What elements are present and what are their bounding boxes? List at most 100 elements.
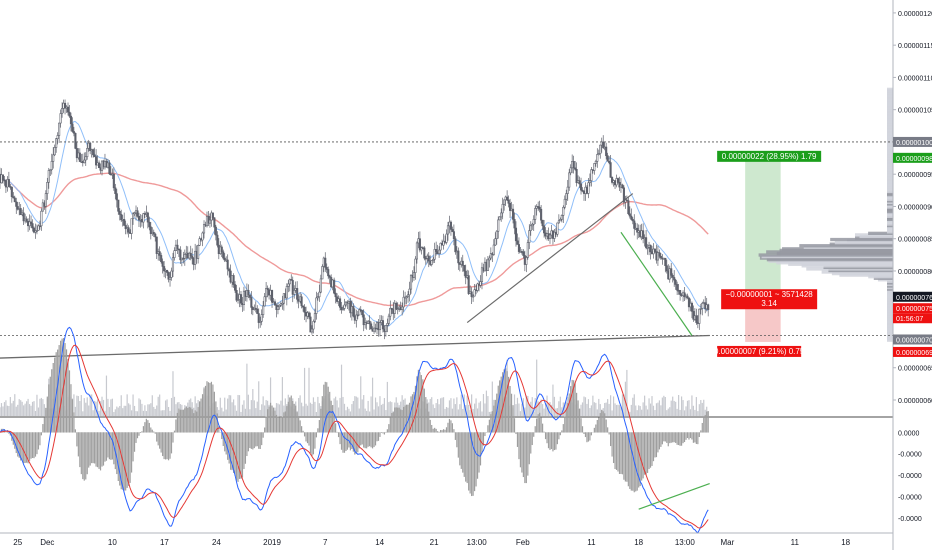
macd-histogram-bar [367,432,369,447]
candle-down [670,268,673,276]
candle-up [479,281,482,286]
candle-down [665,265,668,272]
macd-histogram-bar [516,432,519,447]
macd-histogram-bar [138,432,140,436]
volume-bar [107,398,109,416]
volume-bar [623,394,625,416]
macd-histogram-bar [200,398,202,433]
candle-down [117,199,120,212]
macd-histogram-bar [76,432,78,447]
candle-down [630,215,633,220]
candle-up [528,230,531,243]
candle-down [108,162,111,175]
volume-bar [305,403,307,416]
volume-bar [490,411,492,416]
volume-bar [590,405,592,416]
measure-labels: 0.00000022 (28.95%) 1.79 −0.00000001 ~ 35… [714,150,822,357]
volume-bar [649,403,652,416]
price-axis[interactable]: 0.00000120 0.00000115 0.00000110 0.00000105… [893,11,932,405]
volume-bar [376,402,378,416]
macd-histogram-bar [268,406,270,433]
volume-bar [672,396,674,416]
candle-down [540,208,543,221]
candle-up [278,304,281,307]
macd-histogram-bar [583,432,585,435]
candle-down [148,221,151,228]
macd-histogram-bar [695,432,697,444]
candle-down [114,187,117,194]
volume-bar [0,407,1,416]
candle-down [98,162,101,169]
macd-histogram-bar [354,432,356,455]
time-tick-label: 11 [791,538,800,547]
macd-histogram-bar [107,432,109,458]
macd-histogram-bar [524,432,526,484]
volume-bar [196,403,198,416]
macd-axis[interactable]: 0.0000 -0.0000 -0.0000 -0.0000 -0.0000 [898,430,922,523]
macd-histogram-bar [432,428,434,433]
volume-bar [533,411,535,416]
candle-up [476,283,479,291]
volume-bar [667,408,669,416]
stop-zone [745,303,781,342]
volume-bar [42,399,44,416]
volume-bar [175,404,177,416]
macd-histogram-bar [52,362,54,433]
candle-up [559,219,562,222]
macd-histogram-bar [252,432,254,450]
level-top-label-box [893,136,932,147]
volume-bar [534,398,536,416]
volume-bar [432,404,434,416]
candle-down [213,217,216,228]
candle-up [556,222,559,235]
macd-histogram-bar [216,413,218,433]
macd-histogram-bar [26,432,28,463]
volume-bar [676,408,678,416]
volume-bar [641,409,643,416]
candle-up [341,308,345,310]
price-tick-label: 0.00000080 [898,269,932,276]
volume-bar [431,397,433,416]
macd-histogram-bar [471,432,473,497]
macd-histogram-bar [654,432,656,458]
stop-label-text: 0.00000007 (9.21%) 0.75 [714,347,805,356]
macd-histogram-bar [379,432,381,437]
macd-histogram-bar [340,432,343,450]
macd-histogram-bar [454,432,456,440]
macd-histogram-bar [265,416,267,433]
candle-up [596,154,599,162]
candle-up [503,199,506,205]
macd-histogram-bar [505,368,507,433]
time-tick-label: 13:00 [675,538,696,547]
macd-histogram-bar [414,385,417,433]
volume-bar [116,406,118,416]
macd-histogram-bar [110,432,112,460]
macd-histogram-bar [589,432,591,441]
volume-bar [401,395,403,416]
candle-down [296,288,299,300]
volume-bar [86,397,88,416]
macd-histogram-bar [479,432,482,466]
time-tick-label: 18 [634,538,643,547]
candle-up [313,313,316,322]
macd-histogram-bar [382,432,384,434]
volume-bar [620,406,622,416]
volume-bar [250,400,252,416]
candle-down [161,261,164,267]
macd-tick-label: -0.0000 [898,452,922,459]
volume-bar [604,402,606,416]
volume-bar [657,402,659,416]
candle-up [566,186,569,194]
volume-bar [333,398,335,416]
time-axis[interactable]: 25 Dec 10 17 24 2019 7 14 21 13:00 Feb 11 18 13:00 Mar… [13,538,850,547]
macd-histogram-bar [398,407,400,433]
macd-histogram-bar [305,432,307,442]
candle-up [83,159,86,164]
macd-histogram-bar [240,432,242,479]
macd-histogram-bar [564,416,566,433]
candle-down [92,149,95,156]
volume-bar [475,398,477,416]
macd-histogram-bar [620,432,622,474]
macd-histogram-bar [185,406,187,433]
